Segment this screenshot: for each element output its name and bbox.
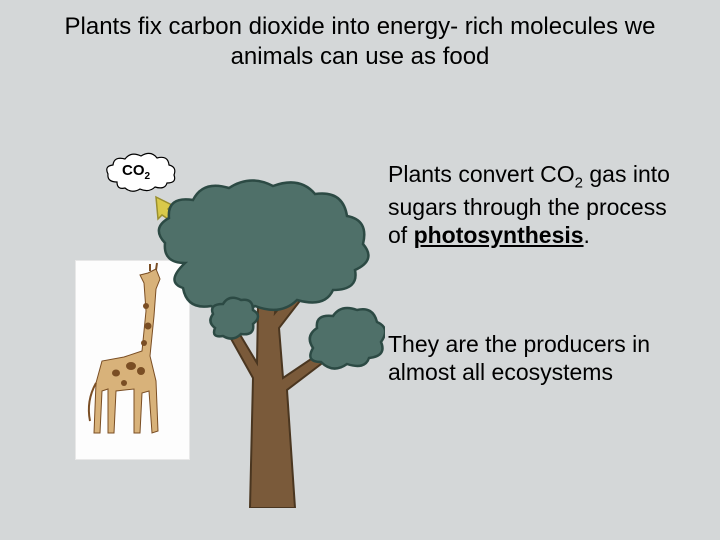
p1-pre: Plants convert CO [388, 161, 575, 187]
p1-after: . [584, 222, 590, 248]
tree-illustration [155, 178, 385, 508]
co2-sub: 2 [145, 171, 151, 182]
paragraph-producers: They are the producers in almost all eco… [388, 330, 688, 386]
p1-sub: 2 [575, 175, 583, 192]
slide-title: Plants fix carbon dioxide into energy- r… [50, 12, 670, 72]
p1-bold: photosynthesis [414, 222, 584, 248]
co2-label: CO2 [122, 162, 150, 182]
paragraph-photosynthesis: Plants convert CO2 gas into sugars throu… [388, 160, 688, 249]
co2-text: CO [122, 162, 145, 179]
